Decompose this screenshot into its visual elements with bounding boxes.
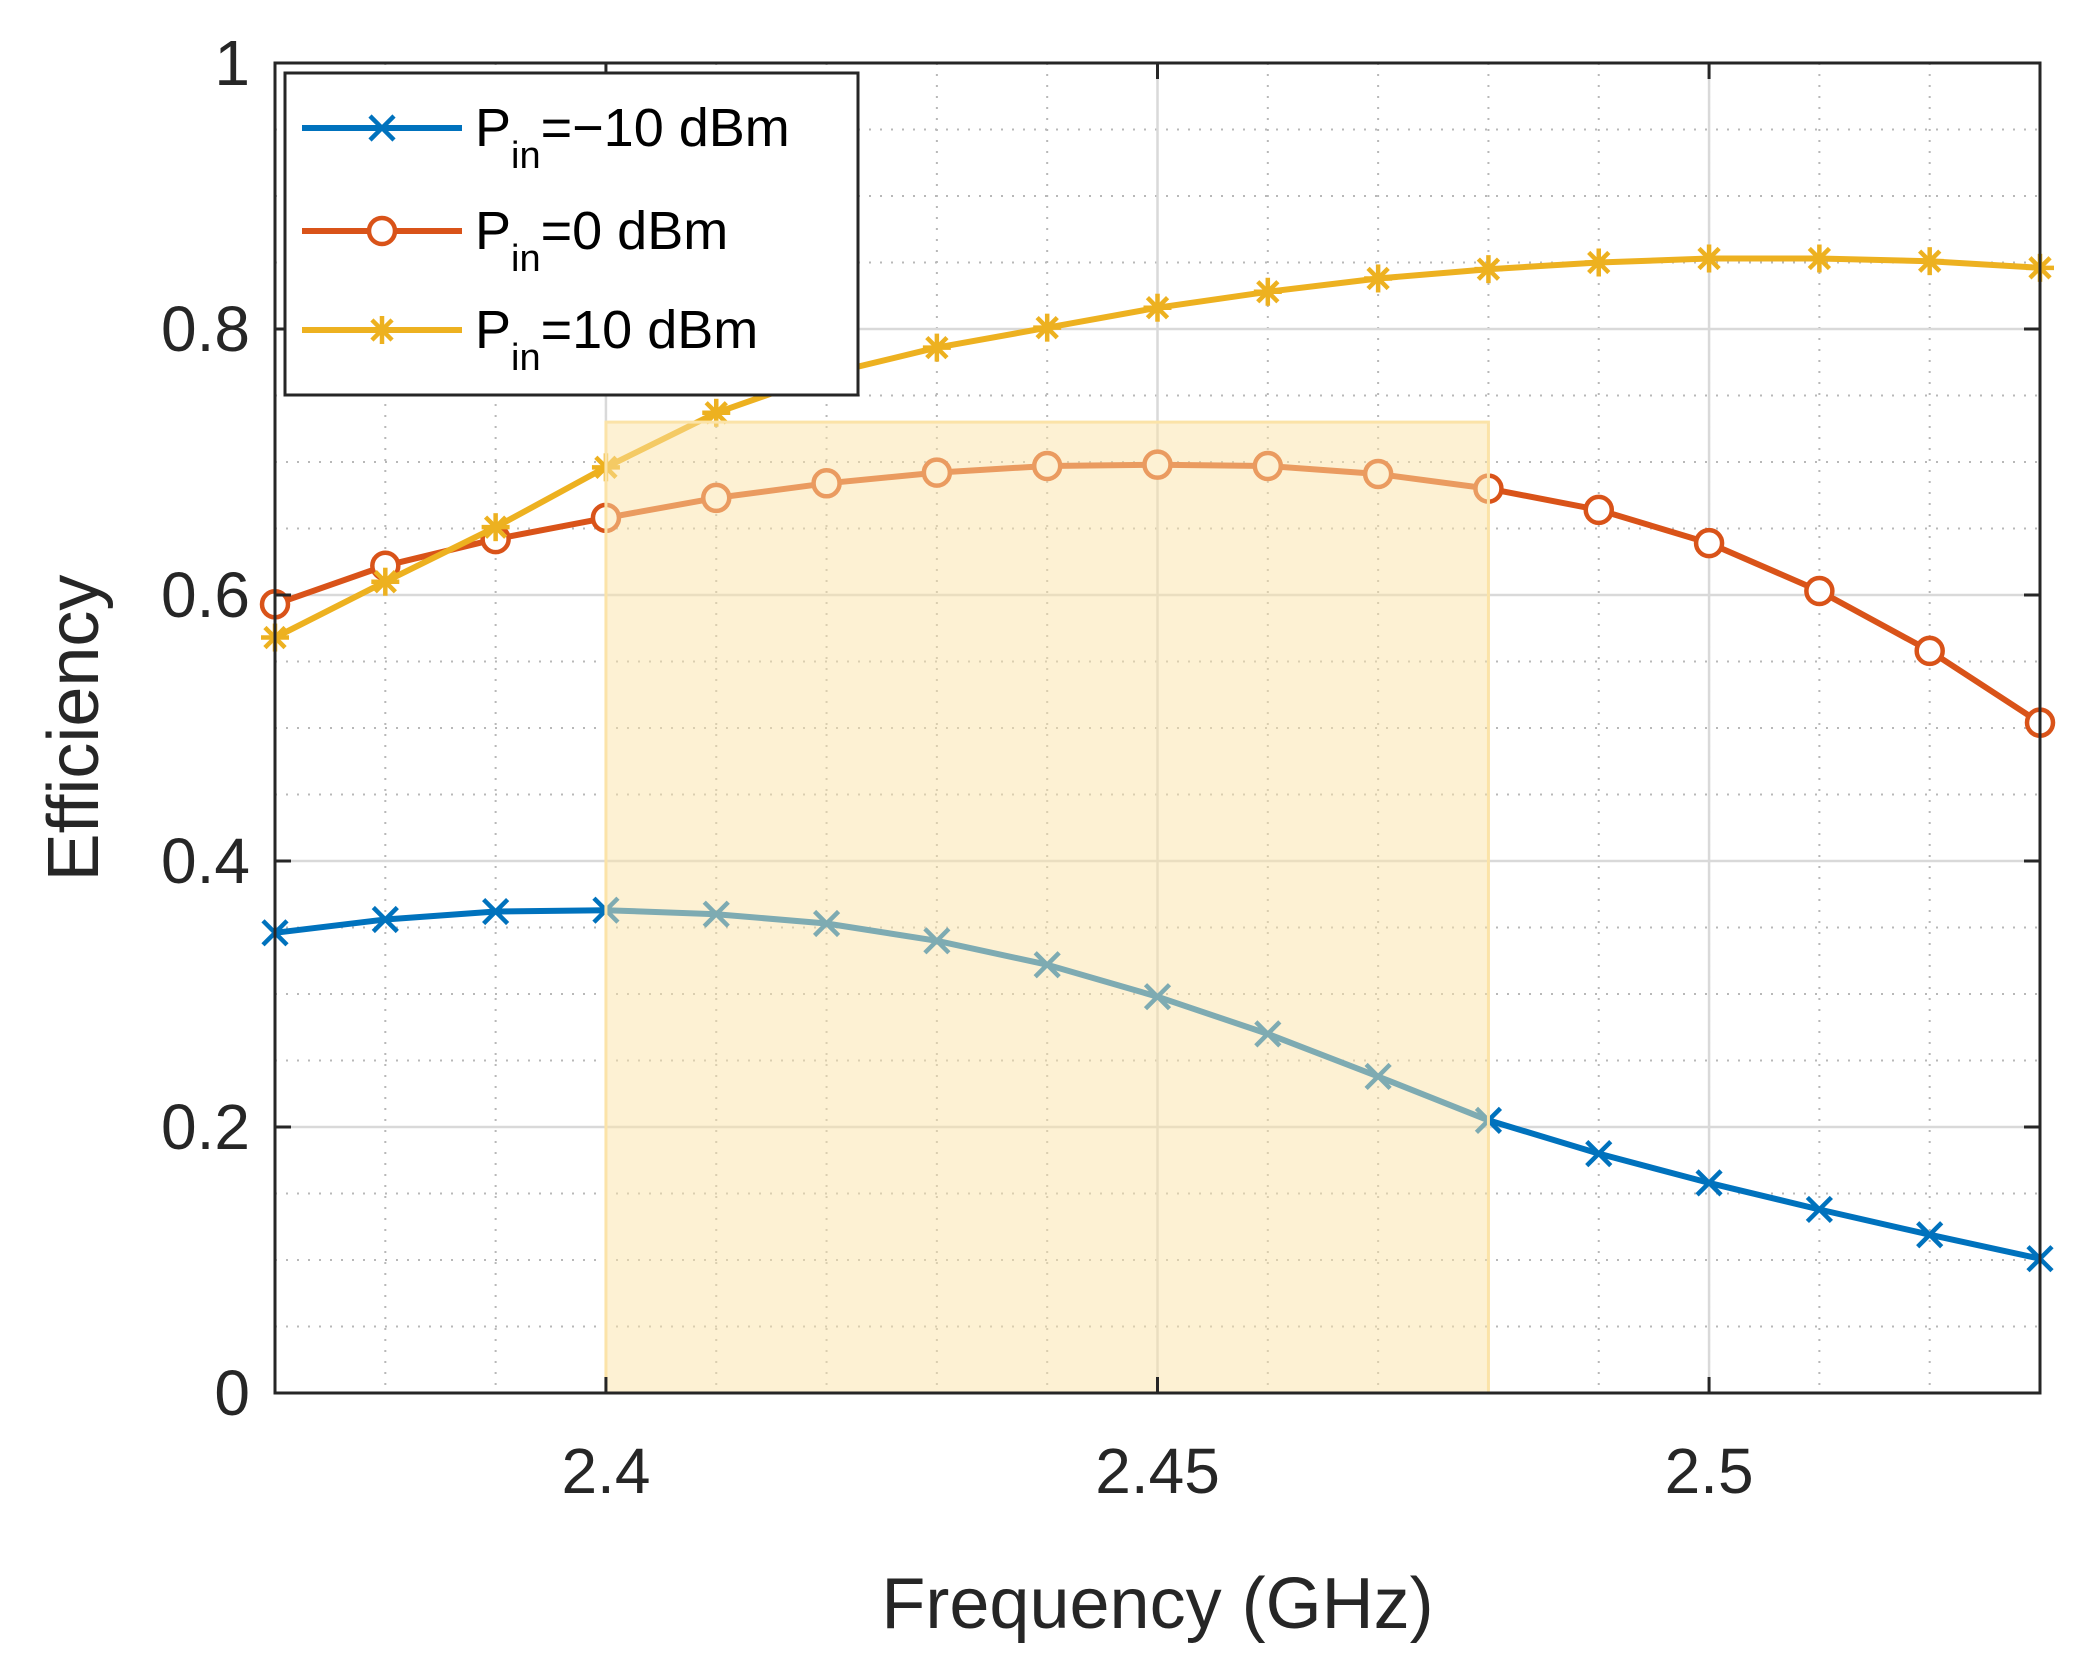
highlight-band-group — [604, 420, 1490, 1395]
data-point — [1805, 1195, 1833, 1224]
marker-stroke — [1587, 250, 1611, 275]
data-point — [1364, 264, 1393, 293]
data-point — [1585, 1140, 1613, 1168]
legend-entry-3: Pin=10 dBm — [302, 300, 758, 379]
legend-label: Pin=−10 dBm — [475, 98, 790, 177]
marker-stroke — [373, 570, 397, 594]
marker-stroke — [925, 335, 949, 360]
marker-stroke — [1807, 246, 1832, 271]
legend-entry-1: Pin=−10 dBm — [302, 98, 790, 177]
marker-stroke — [1916, 1221, 1944, 1249]
legend-label-rest: =−10 dBm — [541, 98, 790, 158]
data-point — [371, 905, 399, 934]
data-point — [1695, 244, 1724, 273]
data-point — [481, 513, 510, 542]
data-point — [1695, 1169, 1723, 1197]
marker-stroke — [1035, 315, 1059, 340]
y-tick-label: 0.2 — [161, 1091, 250, 1163]
y-tick-label: 0.4 — [161, 825, 250, 897]
data-point — [1584, 248, 1613, 277]
marker-stroke — [1918, 249, 1942, 273]
legend-label-subscript: in — [511, 135, 541, 177]
legend-label-main: P — [475, 201, 511, 261]
legend-label-rest: =10 dBm — [541, 300, 759, 360]
data-point — [1583, 494, 1614, 526]
data-point — [368, 114, 396, 142]
data-point — [1914, 635, 1945, 667]
y-tick-label: 0.8 — [161, 293, 250, 365]
data-point — [1143, 293, 1172, 322]
x-tick-label: 2.5 — [1665, 1435, 1754, 1507]
marker-stroke — [1476, 257, 1501, 281]
data-point — [366, 215, 398, 247]
marker-stroke — [483, 515, 508, 539]
x-tick-label: 2.4 — [561, 1435, 650, 1507]
data-point — [482, 897, 510, 926]
marker-stroke — [371, 905, 399, 934]
marker-stroke — [1256, 280, 1280, 304]
data-point — [922, 333, 951, 362]
highlight-band — [604, 420, 1490, 1395]
data-point — [1805, 244, 1834, 273]
marker-stroke — [1697, 246, 1721, 271]
x-axis-label: Frequency (GHz) — [881, 1564, 1433, 1644]
data-point — [1804, 575, 1835, 607]
x-tick-label: 2.45 — [1095, 1435, 1220, 1507]
legend-label: Pin=0 dBm — [475, 201, 728, 280]
legend-label: Pin=10 dBm — [475, 300, 758, 379]
marker-stroke — [1695, 1169, 1723, 1197]
marker-stroke — [1585, 1140, 1613, 1168]
data-point — [1915, 247, 1944, 276]
data-point — [368, 316, 396, 344]
y-tick-label: 0.6 — [161, 559, 250, 631]
legend-entry-2: Pin=0 dBm — [302, 201, 728, 280]
data-point — [1916, 1221, 1944, 1249]
marker-stroke — [1366, 266, 1390, 291]
legend-label-subscript: in — [511, 238, 541, 280]
legend-label-subscript: in — [511, 337, 541, 379]
data-point — [371, 567, 400, 596]
legend-label-main: P — [475, 300, 511, 360]
y-tick-label: 1 — [214, 27, 250, 99]
y-axis-label: Efficiency — [34, 575, 114, 882]
tick-group — [275, 61, 2040, 1395]
marker-stroke — [704, 401, 728, 425]
tick-label-group: 2.4 2.45 2.5 0 0.2 0.4 0.6 0.8 1 — [161, 27, 1754, 1507]
data-point — [1693, 527, 1725, 559]
data-point — [1033, 313, 1062, 342]
legend-label-rest: =0 dBm — [541, 201, 729, 261]
marker-stroke — [370, 318, 394, 342]
y-tick-label: 0 — [214, 1357, 250, 1429]
marker-stroke — [482, 897, 510, 926]
data-point — [1253, 277, 1282, 306]
marker-stroke — [1805, 1195, 1833, 1224]
marker-stroke — [1145, 296, 1170, 320]
legend-label-main: P — [475, 98, 511, 158]
marker-stroke — [368, 114, 396, 142]
data-point — [1474, 255, 1503, 284]
